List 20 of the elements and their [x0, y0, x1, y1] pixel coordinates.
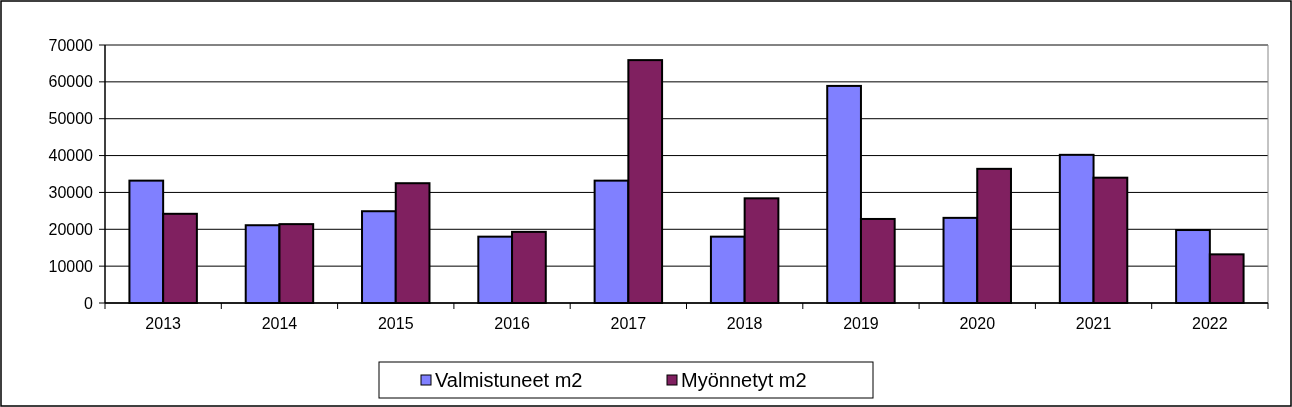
x-tick-label: 2017	[610, 315, 647, 332]
y-tick-label: 50000	[48, 110, 94, 128]
x-tick-label: 2019	[843, 315, 879, 332]
y-tick-label: 70000	[48, 36, 94, 54]
x-tick-label: 2014	[261, 315, 298, 332]
legend-label: Myönnetyt m2	[681, 369, 807, 391]
x-tick-label: 2021	[1075, 315, 1112, 332]
y-tick-label: 60000	[48, 73, 94, 91]
x-tick-label: 2018	[726, 315, 763, 332]
x-tick-label: 2022	[1192, 315, 1228, 332]
y-tick-label: 10000	[48, 257, 94, 275]
y-tick-label: 20000	[48, 220, 94, 238]
y-tick-label: 30000	[48, 184, 94, 202]
y-tick-label: 40000	[48, 147, 94, 165]
x-tick-label: 2016	[494, 315, 530, 332]
x-tick-label: 2015	[377, 315, 414, 332]
y-tick-label: 0	[84, 294, 94, 312]
x-tick-label: 2013	[145, 315, 182, 332]
x-tick-label: 2020	[959, 315, 996, 332]
legend-label: Valmistuneet m2	[435, 369, 583, 391]
